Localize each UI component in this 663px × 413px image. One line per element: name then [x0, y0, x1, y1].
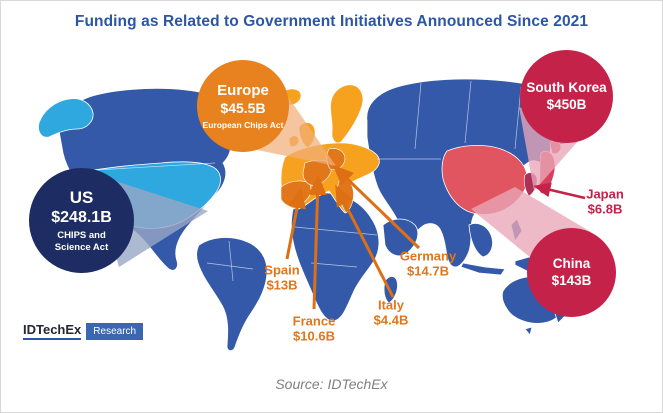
japan-amount: $6.8B: [587, 202, 623, 217]
europe-pointer-arrows: [285, 164, 421, 310]
logo-research-tag: Research: [86, 323, 144, 340]
europe-amount: $45.5B: [220, 100, 266, 116]
germany-amount: $14.7B: [407, 264, 449, 279]
europe-country: Europe: [217, 82, 269, 99]
south-korea-callout-bubble: South Korea $450B: [520, 50, 613, 143]
south-korea-amount: $450B: [546, 96, 587, 112]
italy-arrow: [335, 184, 395, 298]
indonesia: [460, 262, 506, 276]
germany-arrow: [332, 164, 421, 250]
spain-amount: $13B: [266, 278, 298, 293]
italy-label: Italy $4.4B: [374, 298, 409, 329]
alaska: [38, 98, 94, 138]
japan-arrow: [533, 182, 586, 200]
italy-amount: $4.4B: [373, 313, 409, 328]
us-amount: $248.1B: [51, 209, 112, 227]
tasmania: [524, 326, 533, 336]
scandinavia: [330, 84, 364, 144]
china-callout-bubble: China $143B: [527, 228, 616, 317]
africa: [290, 192, 380, 322]
china-amount: $143B: [551, 272, 592, 288]
france-arrow: [308, 174, 327, 310]
spain-country: Spain: [264, 262, 300, 278]
france-amount: $10.6B: [293, 329, 335, 344]
europe-callout-bubble: Europe $45.5B European Chips Act: [197, 60, 289, 152]
se-asia: [468, 223, 493, 258]
idtechex-logo: IDTechEx Research: [23, 322, 144, 340]
south-america: [196, 237, 268, 352]
spain-arrow: [285, 187, 306, 260]
japan-country: Japan: [586, 186, 624, 202]
europe-program: European Chips Act: [202, 119, 284, 130]
us-callout-bubble: US $248.1B CHIPS and Science Act: [29, 168, 134, 273]
germany-country: Germany: [399, 248, 457, 264]
france-label: France $10.6B: [293, 314, 336, 345]
logo-wordmark: IDTechEx: [23, 322, 82, 340]
spain-label: Spain $13B: [264, 263, 299, 294]
japan-label: Japan $6.8B: [586, 187, 624, 218]
south-korea-country: South Korea: [526, 80, 607, 96]
us-program: CHIPS and Science Act: [54, 230, 109, 253]
germany-label: Germany $14.7B: [400, 249, 456, 280]
italy-country: Italy: [377, 297, 405, 313]
page-title: Funding as Related to Government Initiat…: [74, 13, 589, 30]
us-country: US: [69, 187, 94, 207]
arabia: [382, 218, 419, 257]
source-credit: Source: IDTechEx: [275, 376, 388, 392]
france-country: France: [292, 313, 336, 329]
china-country: China: [552, 256, 591, 272]
